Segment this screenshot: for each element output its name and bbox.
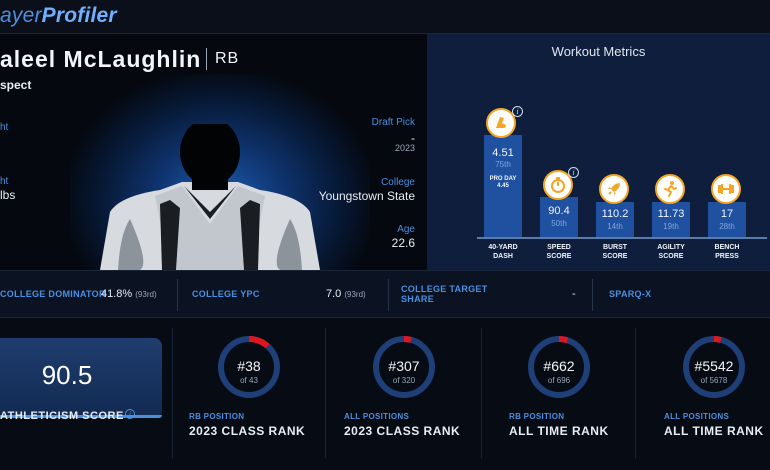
weight-value: lbs xyxy=(0,188,16,202)
info-icon[interactable]: i xyxy=(125,409,135,419)
section-divider xyxy=(481,328,482,458)
college-value[interactable]: Youngstown State xyxy=(318,189,415,203)
metric-label: AGILITY SCORE xyxy=(657,244,685,260)
metric-bar: 90.4 50th xyxy=(540,197,578,237)
college-dominator-value: 41.8% (93rd) xyxy=(101,288,157,300)
player-name: aleel McLaughlin xyxy=(0,46,202,72)
rocket-icon xyxy=(599,174,629,204)
workout-title: Workout Metrics xyxy=(551,44,646,59)
college-label: College xyxy=(381,177,415,188)
college-target-share-value: - xyxy=(572,288,576,300)
rank-title: 2023 CLASS RANK xyxy=(344,424,461,438)
rank-ring xyxy=(373,336,435,398)
section-divider xyxy=(635,328,636,458)
workout-metrics-panel: Workout Metrics 4.51 75th PRO DAY 4.45 i… xyxy=(427,34,770,270)
college-ypc-value: 7.0 (93rd) xyxy=(326,288,366,300)
logo[interactable]: ayerProfiler xyxy=(0,4,117,28)
rank-ring xyxy=(528,336,590,398)
rank-category: RB POSITION xyxy=(189,412,245,421)
metric-value: 17 xyxy=(720,208,734,220)
metric-label: BENCH PRESS xyxy=(714,244,740,260)
metric-rank: 19th xyxy=(663,222,679,231)
metric-value: 110.2 xyxy=(601,208,629,220)
age-label: Age xyxy=(397,224,415,235)
info-icon[interactable]: i xyxy=(512,106,523,117)
rank-title: ALL TIME RANK xyxy=(509,424,609,438)
stopwatch-icon xyxy=(543,170,573,200)
rank-category: ALL POSITIONS xyxy=(344,412,410,421)
dumbbell-icon xyxy=(711,174,741,204)
section-divider xyxy=(172,328,173,458)
pro-day-label: PRO DAY xyxy=(489,176,517,182)
athleticism-score-box: 90.5 xyxy=(0,338,162,418)
rank-total: of 43 xyxy=(240,376,258,385)
workout-axis xyxy=(477,237,767,239)
metric-bar: 4.51 75th PRO DAY 4.45 xyxy=(484,135,522,237)
rank-number: #307 xyxy=(388,358,420,374)
metric-value: 11.73 xyxy=(657,208,685,220)
metric-value: 90.4 xyxy=(548,205,570,217)
metric-value: 4.51 xyxy=(492,147,514,159)
section-divider xyxy=(325,328,326,458)
rank-category: RB POSITION xyxy=(509,412,565,421)
metric-rank: 50th xyxy=(551,219,567,228)
rank-total: of 320 xyxy=(392,376,416,385)
athleticism-underline xyxy=(0,415,162,418)
rank-number: #38 xyxy=(237,358,261,374)
player-status: spect xyxy=(0,78,32,92)
strip-divider xyxy=(592,279,593,311)
college-target-share-label: COLLEGE TARGET SHARE xyxy=(401,284,488,304)
sparq-label: SPARQ-X xyxy=(609,289,652,299)
athleticism-score-label: ATHLETICISM SCORE xyxy=(0,410,124,422)
strip-divider xyxy=(388,279,389,311)
metric-bar: 17 28th xyxy=(708,202,746,237)
strip-divider xyxy=(177,279,178,311)
metric-label: 40-YARD DASH xyxy=(488,244,518,260)
metric-rank: 75th xyxy=(495,160,511,169)
logo-part2: Profiler xyxy=(41,4,117,27)
height-label: ht xyxy=(0,122,9,133)
college-dominator-label: COLLEGE DOMINATOR xyxy=(0,289,106,299)
metric-rank: 14th xyxy=(607,222,623,231)
draft-pick-label: Draft Pick xyxy=(371,117,415,128)
athleticism-score-value: 90.5 xyxy=(41,360,93,390)
draft-pick-value: - xyxy=(411,131,415,145)
metric-label: BURST SCORE xyxy=(602,244,628,260)
rank-category: ALL POSITIONS xyxy=(664,412,730,421)
rank-total: of 696 xyxy=(547,376,571,385)
player-position: RB xyxy=(215,50,240,67)
draft-year: 2023 xyxy=(394,143,415,153)
ranks-section: 90.5 ATHLETICISM SCORE i #38 of 43 RB PO… xyxy=(0,318,770,470)
rank-ring xyxy=(218,336,280,398)
age-value: 22.6 xyxy=(391,236,415,250)
rank-total: of 5678 xyxy=(700,376,728,385)
metric-bar: 11.73 19th xyxy=(652,202,690,237)
weight-label: ht xyxy=(0,176,9,187)
player-silhouette-image xyxy=(100,124,320,270)
runner-icon xyxy=(655,174,685,204)
college-stats-strip: COLLEGE DOMINATOR 41.8% (93rd) COLLEGE Y… xyxy=(0,270,770,318)
metric-bar: 110.2 14th xyxy=(596,202,634,237)
app-header: ayerProfiler xyxy=(0,0,770,34)
sprint-shoe-icon xyxy=(486,108,516,138)
name-divider xyxy=(206,48,207,70)
rank-number: #662 xyxy=(543,358,575,374)
info-icon[interactable]: i xyxy=(568,167,579,178)
metric-rank: 28th xyxy=(719,222,735,231)
pro-day-value: 4.45 xyxy=(497,183,509,189)
logo-part1: ayer xyxy=(0,4,42,27)
metric-label: SPEED SCORE xyxy=(546,244,572,260)
rank-title: ALL TIME RANK xyxy=(664,424,764,438)
rank-number: #5542 xyxy=(694,358,734,374)
player-panel: aleel McLaughlin RB spect ht ht lbs Draf… xyxy=(0,34,427,270)
rank-title: 2023 CLASS RANK xyxy=(189,424,306,438)
rank-ring xyxy=(683,336,745,398)
college-ypc-label: COLLEGE YPC xyxy=(192,289,260,299)
